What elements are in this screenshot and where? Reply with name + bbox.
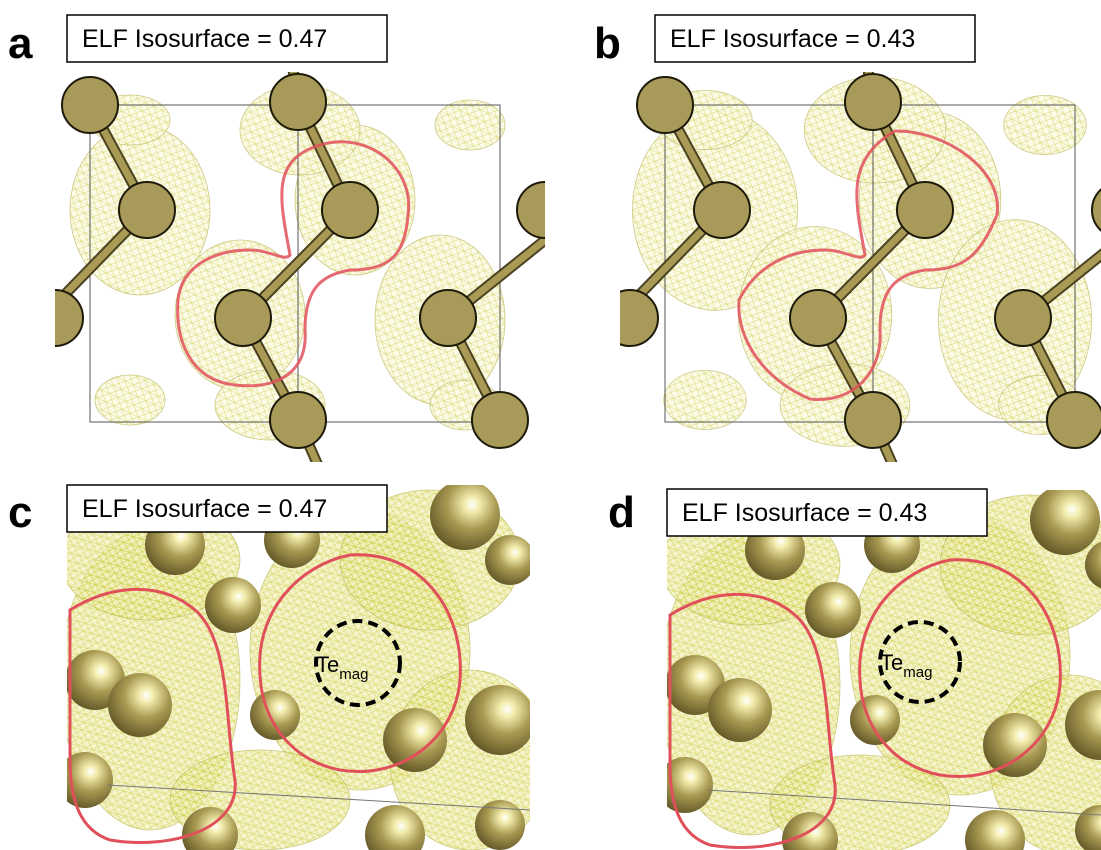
panel-letter: c bbox=[8, 488, 32, 537]
atom bbox=[322, 182, 378, 238]
atom bbox=[845, 392, 901, 448]
panel-label: ELF Isosurface = 0.43 bbox=[670, 25, 915, 53]
figure: a ELF Isosurface = 0.47 b ELF Isosurface… bbox=[0, 0, 1101, 850]
atom bbox=[205, 577, 261, 633]
atom bbox=[517, 182, 573, 238]
atom bbox=[790, 290, 846, 346]
panel-letter: a bbox=[8, 19, 33, 68]
atom bbox=[1092, 182, 1101, 238]
atom bbox=[637, 77, 693, 133]
atom-subscript: mag bbox=[339, 666, 368, 683]
panel-label: ELF Isosurface = 0.47 bbox=[82, 25, 327, 53]
atom bbox=[420, 290, 476, 346]
atom bbox=[383, 708, 447, 772]
atom bbox=[1047, 392, 1101, 448]
atom-base: Te bbox=[880, 650, 903, 675]
atom-base: Te bbox=[316, 652, 339, 677]
atom bbox=[250, 690, 300, 740]
panel-letter: d bbox=[608, 488, 635, 537]
panel-label: ELF Isosurface = 0.43 bbox=[682, 499, 927, 527]
atom bbox=[270, 392, 326, 448]
atom bbox=[694, 182, 750, 238]
atom bbox=[708, 678, 772, 742]
panels bbox=[27, 50, 1101, 850]
atom bbox=[270, 74, 326, 130]
panel-label: ELF Isosurface = 0.47 bbox=[82, 495, 327, 523]
atom bbox=[465, 685, 535, 755]
atom bbox=[983, 713, 1047, 777]
atom bbox=[430, 480, 500, 550]
atom bbox=[657, 757, 713, 813]
atom bbox=[215, 290, 271, 346]
elf-isosurface bbox=[435, 100, 505, 150]
atom bbox=[602, 290, 658, 346]
atom bbox=[57, 752, 113, 808]
atom bbox=[472, 392, 528, 448]
structure-view bbox=[27, 50, 573, 470]
atom bbox=[995, 290, 1051, 346]
elf-isosurface bbox=[95, 375, 165, 425]
atom bbox=[845, 74, 901, 130]
panel-letter: b bbox=[594, 19, 621, 68]
atom bbox=[485, 535, 535, 585]
atom bbox=[62, 77, 118, 133]
elf-isosurface bbox=[664, 371, 747, 430]
atom bbox=[27, 290, 83, 346]
atom bbox=[1030, 485, 1100, 555]
structure-view bbox=[602, 50, 1101, 470]
atom bbox=[108, 673, 172, 737]
structure-view bbox=[57, 480, 550, 850]
atom bbox=[850, 695, 900, 745]
atom bbox=[897, 182, 953, 238]
elf-isosurface bbox=[1004, 96, 1087, 155]
atom bbox=[805, 582, 861, 638]
atom bbox=[119, 182, 175, 238]
atom-subscript: mag bbox=[903, 664, 932, 681]
